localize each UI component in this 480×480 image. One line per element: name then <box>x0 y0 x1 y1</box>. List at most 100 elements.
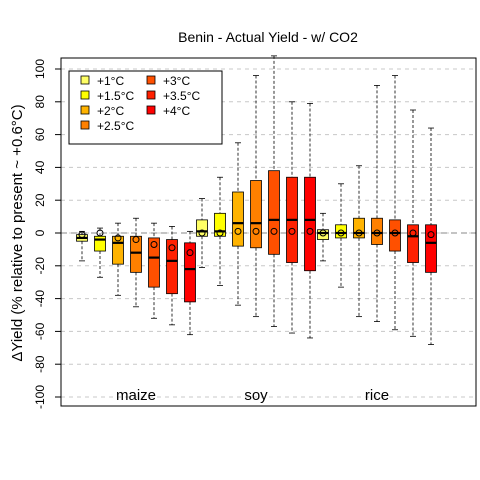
box-rice-0 <box>317 212 329 262</box>
legend-item: +2.5°C <box>80 119 134 133</box>
box-iqr <box>335 224 347 239</box>
box-rice-1 <box>335 183 347 288</box>
grid-lines <box>61 68 476 398</box>
box-iqr <box>130 235 142 273</box>
y-tick-label: 60 <box>33 128 47 142</box>
mean-marker <box>373 229 381 237</box>
box-iqr <box>148 237 160 288</box>
legend-label: +2.5°C <box>97 119 134 133</box>
box-iqr <box>304 176 316 272</box>
y-axis-label: ΔYield (% relative to present ~ +0.6°C) <box>9 104 26 361</box>
legend-item: +3.5°C <box>146 89 200 103</box>
mean-marker <box>355 229 363 237</box>
box-iqr <box>112 235 124 265</box>
legend: +1°C+1.5°C+2°C+2.5°C +3°C+3.5°C+4°C <box>68 70 223 145</box>
mean-marker <box>409 229 417 237</box>
legend-label: +1.5°C <box>97 89 134 103</box>
legend-item: +1.5°C <box>80 89 134 103</box>
legend-item: +4°C <box>146 104 190 118</box>
box-iqr <box>425 224 437 273</box>
plot-frame <box>60 57 477 407</box>
y-tick-label: 40 <box>33 160 47 174</box>
box-iqr <box>268 170 280 255</box>
box-rice-4 <box>389 75 401 331</box>
box-maize-2 <box>112 222 124 296</box>
legend-swatch <box>80 75 90 85</box>
box-iqr <box>232 191 244 247</box>
mean-marker <box>150 240 158 248</box>
box-iqr <box>407 224 419 263</box>
mean-marker <box>391 229 399 237</box>
legend-label: +2°C <box>97 104 124 118</box>
mean-marker <box>427 231 435 239</box>
box-iqr <box>371 217 383 245</box>
legend-item: +3°C <box>146 74 190 88</box>
y-tick-label: 100 <box>33 59 47 79</box>
legend-swatch <box>80 105 90 115</box>
box-maize-5 <box>166 226 178 326</box>
box-series <box>76 55 437 345</box>
mean-marker <box>96 229 104 237</box>
mean-marker <box>216 229 224 237</box>
y-tick-label: -100 <box>33 385 47 409</box>
legend-label: +3°C <box>163 74 190 88</box>
legend-swatch <box>146 105 156 115</box>
mean-marker <box>132 236 140 244</box>
mean-marker <box>198 229 206 237</box>
box-soy-1 <box>214 176 226 286</box>
legend-label: +4°C <box>163 104 190 118</box>
box-maize-0 <box>76 230 88 262</box>
box-maize-6 <box>184 230 196 336</box>
box-iqr <box>353 217 365 239</box>
mean-marker <box>319 229 327 237</box>
box-iqr <box>184 242 196 303</box>
box-rice-2 <box>353 165 365 318</box>
legend-swatch <box>146 90 156 100</box>
crop-group-maize <box>76 217 196 336</box>
box-iqr <box>214 212 226 237</box>
legend-item: +1°C <box>80 74 124 88</box>
box-soy-6 <box>304 103 316 339</box>
mean-marker <box>168 244 176 252</box>
box-iqr <box>166 239 178 295</box>
box-rice-3 <box>371 85 383 322</box>
box-iqr <box>317 229 329 240</box>
mean-marker <box>337 229 345 237</box>
crop-label-soy: soy <box>244 387 268 404</box>
mean-marker <box>252 227 260 235</box>
legend-label: +3.5°C <box>163 89 200 103</box>
mean-marker <box>114 234 122 242</box>
mean-marker <box>186 249 194 257</box>
box-iqr <box>196 219 208 237</box>
legend-swatch <box>80 120 90 130</box>
mean-marker <box>234 227 242 235</box>
y-tick-label: 20 <box>33 193 47 207</box>
box-soy-2 <box>232 142 244 306</box>
box-rice-6 <box>425 127 437 345</box>
crop-label-maize: maize <box>116 387 156 404</box>
mean-marker <box>78 231 86 239</box>
box-iqr <box>389 219 401 252</box>
box-soy-3 <box>250 75 262 318</box>
y-tick-label: 0 <box>33 229 47 236</box>
box-maize-3 <box>130 217 142 308</box>
box-iqr <box>250 180 262 249</box>
legend-swatch <box>80 90 90 100</box>
box-maize-1 <box>94 227 106 278</box>
legend-label: +1°C <box>97 74 124 88</box>
legend-item: +2°C <box>80 104 124 118</box>
box-soy-0 <box>196 198 208 268</box>
crop-group-rice <box>317 75 437 345</box>
crop-group-soy <box>196 55 316 339</box>
mean-marker <box>270 227 278 235</box>
y-axis: -100 -80 -60 -40 -20 0 20 40 60 80 100 <box>33 59 61 409</box>
crop-labels: maize soy rice <box>116 387 389 404</box>
y-tick-label: -80 <box>33 355 47 373</box>
chart-title: Benin - Actual Yield - w/ CO2 <box>178 29 358 45</box>
y-tick-label: 80 <box>33 95 47 109</box>
y-tick-label: -60 <box>33 322 47 340</box>
mean-marker <box>306 227 314 235</box>
legend-box <box>68 70 223 145</box>
y-tick-label: -20 <box>33 257 47 275</box>
